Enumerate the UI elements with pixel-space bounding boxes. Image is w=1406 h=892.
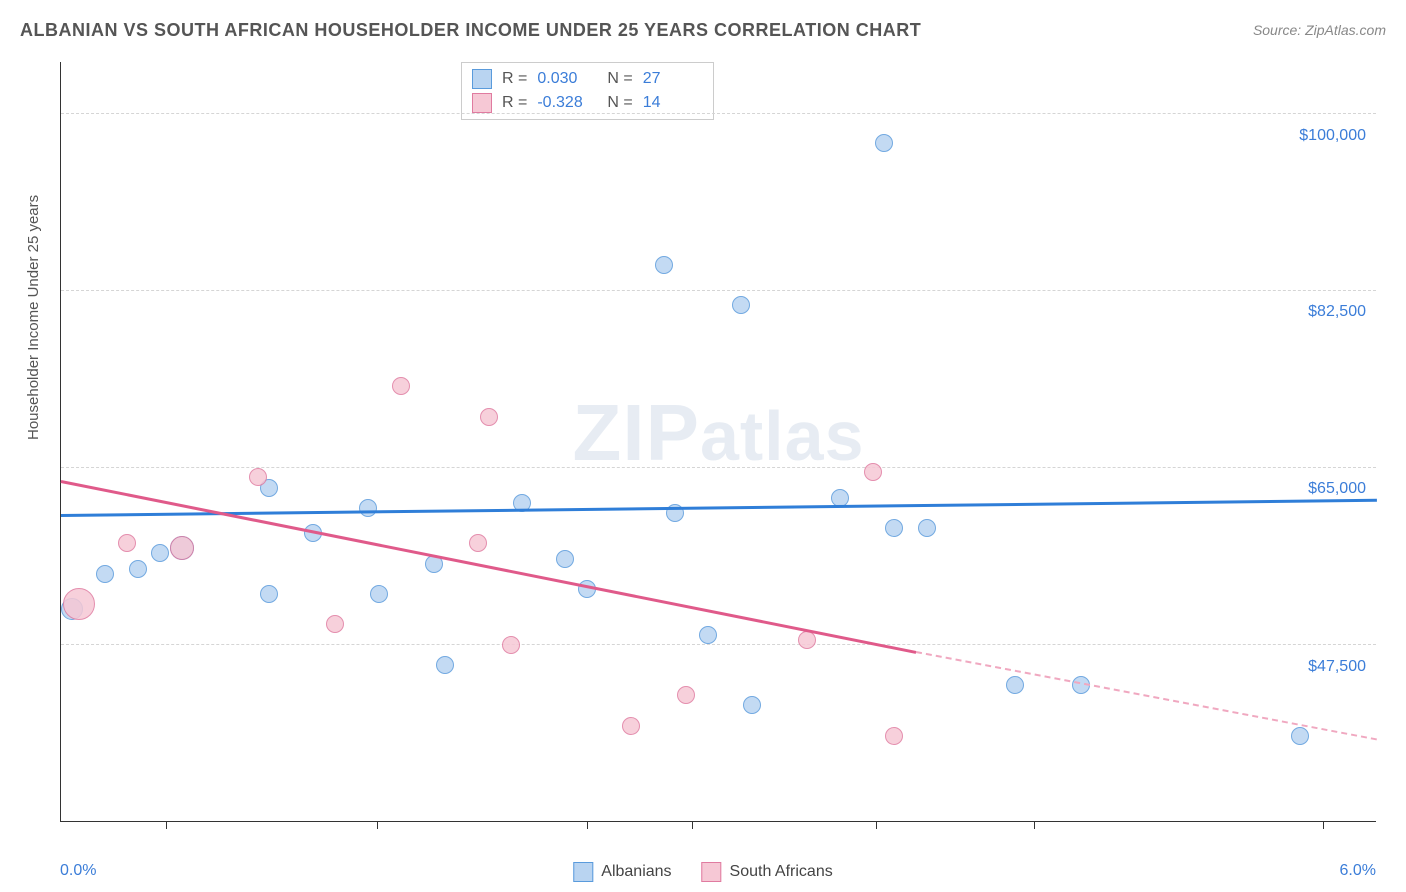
x-axis-min-label: 0.0% [60, 862, 96, 880]
point-albanians [1291, 727, 1309, 745]
legend-item: South Africans [702, 862, 833, 882]
plot-area: ZIPatlas R = 0.030 N = 27 R = -0.328 N = 14 $10… [60, 62, 1376, 822]
stat-n-label: N = [607, 70, 632, 88]
point-south-africans [63, 588, 95, 620]
x-tick [377, 821, 378, 829]
legend-swatch [472, 69, 492, 89]
y-tick-label: $47,500 [1308, 658, 1366, 676]
legend: Albanians South Africans [573, 862, 832, 882]
point-albanians [875, 134, 893, 152]
gridline [61, 290, 1376, 291]
point-albanians [556, 550, 574, 568]
watermark-rest: atlas [700, 396, 865, 474]
gridline [61, 644, 1376, 645]
stats-row: R = -0.328 N = 14 [472, 91, 703, 115]
point-albanians [370, 585, 388, 603]
stat-r-label: R = [502, 94, 527, 112]
gridline [61, 467, 1376, 468]
point-south-africans [392, 377, 410, 395]
x-tick [1034, 821, 1035, 829]
y-axis-title: Householder Income Under 25 years [25, 195, 42, 440]
point-albanians [96, 565, 114, 583]
watermark-zip: ZIP [572, 387, 699, 476]
x-tick [1323, 821, 1324, 829]
stat-r-value: -0.328 [537, 94, 597, 112]
stat-r-label: R = [502, 70, 527, 88]
point-south-africans [326, 615, 344, 633]
point-south-africans [677, 686, 695, 704]
y-tick-label: $82,500 [1308, 303, 1366, 321]
point-albanians [129, 560, 147, 578]
point-south-africans [502, 636, 520, 654]
x-axis-max-label: 6.0% [1340, 862, 1376, 880]
point-south-africans [469, 534, 487, 552]
point-albanians [743, 696, 761, 714]
point-albanians [151, 544, 169, 562]
stat-n-label: N = [607, 94, 632, 112]
gridline [61, 113, 1376, 114]
watermark: ZIPatlas [572, 386, 864, 478]
stat-n-value: 14 [643, 94, 703, 112]
stat-n-value: 27 [643, 70, 703, 88]
point-albanians [436, 656, 454, 674]
point-albanians [260, 585, 278, 603]
legend-item: Albanians [573, 862, 671, 882]
point-albanians [1006, 676, 1024, 694]
x-tick [166, 821, 167, 829]
legend-label: Albanians [601, 863, 671, 881]
legend-label: South Africans [730, 863, 833, 881]
stats-row: R = 0.030 N = 27 [472, 67, 703, 91]
x-tick [876, 821, 877, 829]
stats-box: R = 0.030 N = 27 R = -0.328 N = 14 [461, 62, 714, 120]
point-south-africans [864, 463, 882, 481]
point-south-africans [798, 631, 816, 649]
source-label: Source: ZipAtlas.com [1253, 22, 1386, 38]
point-albanians [655, 256, 673, 274]
legend-swatch [573, 862, 593, 882]
point-albanians [359, 499, 377, 517]
trendline [61, 499, 1377, 517]
legend-swatch [472, 93, 492, 113]
y-tick-label: $100,000 [1299, 127, 1366, 145]
point-albanians [699, 626, 717, 644]
chart-title: ALBANIAN VS SOUTH AFRICAN HOUSEHOLDER IN… [20, 20, 921, 41]
point-south-africans [885, 727, 903, 745]
point-south-africans [170, 536, 194, 560]
point-south-africans [249, 468, 267, 486]
point-albanians [885, 519, 903, 537]
point-albanians [732, 296, 750, 314]
point-south-africans [118, 534, 136, 552]
legend-swatch [702, 862, 722, 882]
x-tick [692, 821, 693, 829]
stat-r-value: 0.030 [537, 70, 597, 88]
x-tick [587, 821, 588, 829]
y-tick-label: $65,000 [1308, 480, 1366, 498]
point-south-africans [480, 408, 498, 426]
point-albanians [918, 519, 936, 537]
point-south-africans [622, 717, 640, 735]
